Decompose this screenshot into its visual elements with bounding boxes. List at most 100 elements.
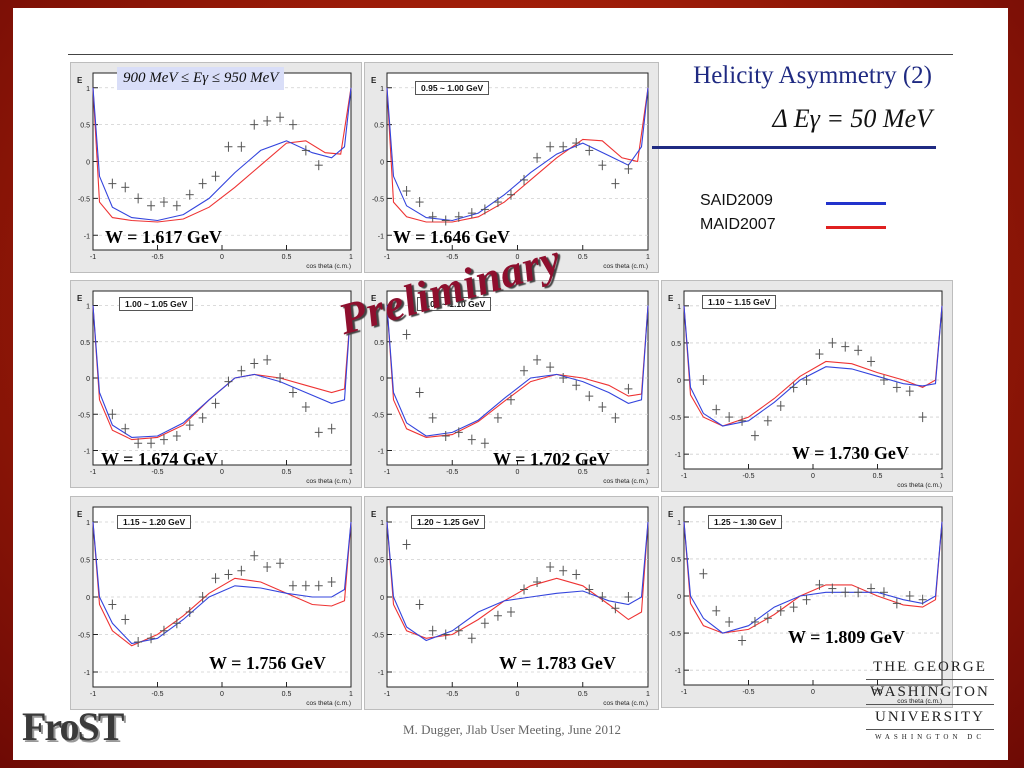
- data-point: [480, 618, 489, 629]
- data-point: [559, 141, 568, 152]
- data-point: [288, 119, 297, 130]
- data-point: [789, 382, 798, 393]
- said-curve: [386, 521, 649, 642]
- x-tick-label: -1: [90, 254, 96, 261]
- data-point: [224, 376, 233, 387]
- data-point: [185, 189, 194, 200]
- footer-text: M. Dugger, Jlab User Meeting, June 2012: [403, 722, 621, 737]
- data-point: [314, 427, 323, 438]
- x-tick-label: 0: [220, 469, 224, 476]
- w-label: W = 1.674 GeV: [101, 449, 218, 469]
- data-point: [585, 391, 594, 402]
- x-axis-label: cos theta (c.m.): [603, 478, 648, 485]
- data-point: [250, 550, 259, 561]
- x-tick-label: 1: [349, 691, 353, 698]
- plot-frame: [386, 72, 649, 251]
- data-point: [237, 141, 246, 152]
- y-tick-label: 1: [380, 520, 384, 527]
- said-curve: [92, 87, 352, 222]
- y-tick-label: -1: [378, 233, 384, 240]
- data-point: [134, 193, 143, 204]
- x-tick-label: 1: [646, 691, 650, 698]
- slide-title: Helicity Asymmetry (2): [693, 62, 932, 89]
- data-point: [559, 373, 568, 383]
- data-point: [454, 211, 463, 222]
- data-point: [185, 607, 194, 617]
- y-tick-label: 0: [86, 595, 90, 602]
- data-point: [454, 625, 463, 636]
- data-point: [121, 423, 130, 434]
- data-point: [224, 569, 233, 580]
- data-point: [250, 119, 259, 130]
- data-point: [288, 387, 297, 398]
- w-label: W = 1.783 GeV: [499, 653, 616, 673]
- data-point: [918, 412, 927, 423]
- data-point: [276, 373, 285, 383]
- x-tick-label: 0.5: [873, 689, 883, 696]
- maid-curve: [683, 521, 943, 634]
- x-tick-label: 1: [940, 689, 944, 696]
- data-point: [546, 141, 555, 152]
- said-curve: [683, 305, 943, 427]
- y-tick-label: 0: [86, 376, 90, 383]
- data-point: [572, 138, 581, 149]
- data-point: [624, 163, 633, 174]
- data-point: [520, 365, 529, 376]
- y-tick-label: -0.5: [372, 633, 384, 640]
- gwu-rule: [866, 729, 994, 730]
- y-tick-label: 0.5: [671, 557, 681, 564]
- w-label: W = 1.617 GeV: [105, 227, 222, 247]
- data-point: [493, 197, 502, 208]
- y-tick-label: 1: [86, 86, 90, 93]
- x-tick-label: 1: [349, 254, 353, 261]
- x-tick-label: -0.5: [151, 691, 163, 698]
- data-point: [327, 423, 336, 434]
- y-tick-label: 0: [380, 595, 384, 602]
- data-point: [802, 375, 811, 385]
- maid-curve: [386, 305, 649, 438]
- x-axis-label: cos theta (c.m.): [306, 263, 351, 270]
- gwu-logo: THE GEORGE WASHINGTON UNIVERSITY WASHING…: [866, 656, 994, 743]
- y-tick-label: 1: [380, 86, 384, 93]
- data-point: [841, 341, 850, 352]
- data-point: [905, 591, 914, 601]
- energy-range-label: 1.10 ~ 1.15 GeV: [702, 295, 777, 309]
- data-point: [763, 613, 772, 624]
- data-point: [288, 580, 297, 591]
- title-rule: [652, 146, 936, 149]
- y-axis-label: E: [371, 76, 377, 85]
- x-tick-label: -1: [90, 469, 96, 476]
- y-tick-label: -0.5: [372, 412, 384, 419]
- data-point: [301, 145, 310, 156]
- data-point: [763, 415, 772, 426]
- data-point: [776, 400, 785, 411]
- x-tick-label: -0.5: [151, 254, 163, 261]
- x-tick-label: 1: [646, 469, 650, 476]
- data-point: [263, 562, 272, 572]
- data-point: [159, 197, 168, 208]
- data-point: [402, 329, 411, 340]
- energy-range-label: 1.15 ~ 1.20 GeV: [117, 515, 192, 529]
- y-tick-label: 0.5: [374, 558, 384, 565]
- data-point: [428, 412, 437, 423]
- x-axis-label: cos theta (c.m.): [603, 700, 648, 707]
- x-tick-label: -0.5: [446, 469, 458, 476]
- gwu-line-4: WASHINGTON DC: [874, 733, 985, 741]
- data-point: [467, 208, 476, 219]
- x-tick-label: -0.5: [742, 473, 754, 480]
- data-point: [738, 415, 747, 426]
- data-point: [493, 412, 502, 423]
- y-tick-label: -1: [84, 233, 90, 240]
- x-axis-label: cos theta (c.m.): [306, 700, 351, 707]
- energy-range-label: 1.25 ~ 1.30 GeV: [708, 515, 783, 529]
- data-point: [867, 356, 876, 367]
- x-tick-label: 0: [516, 469, 520, 476]
